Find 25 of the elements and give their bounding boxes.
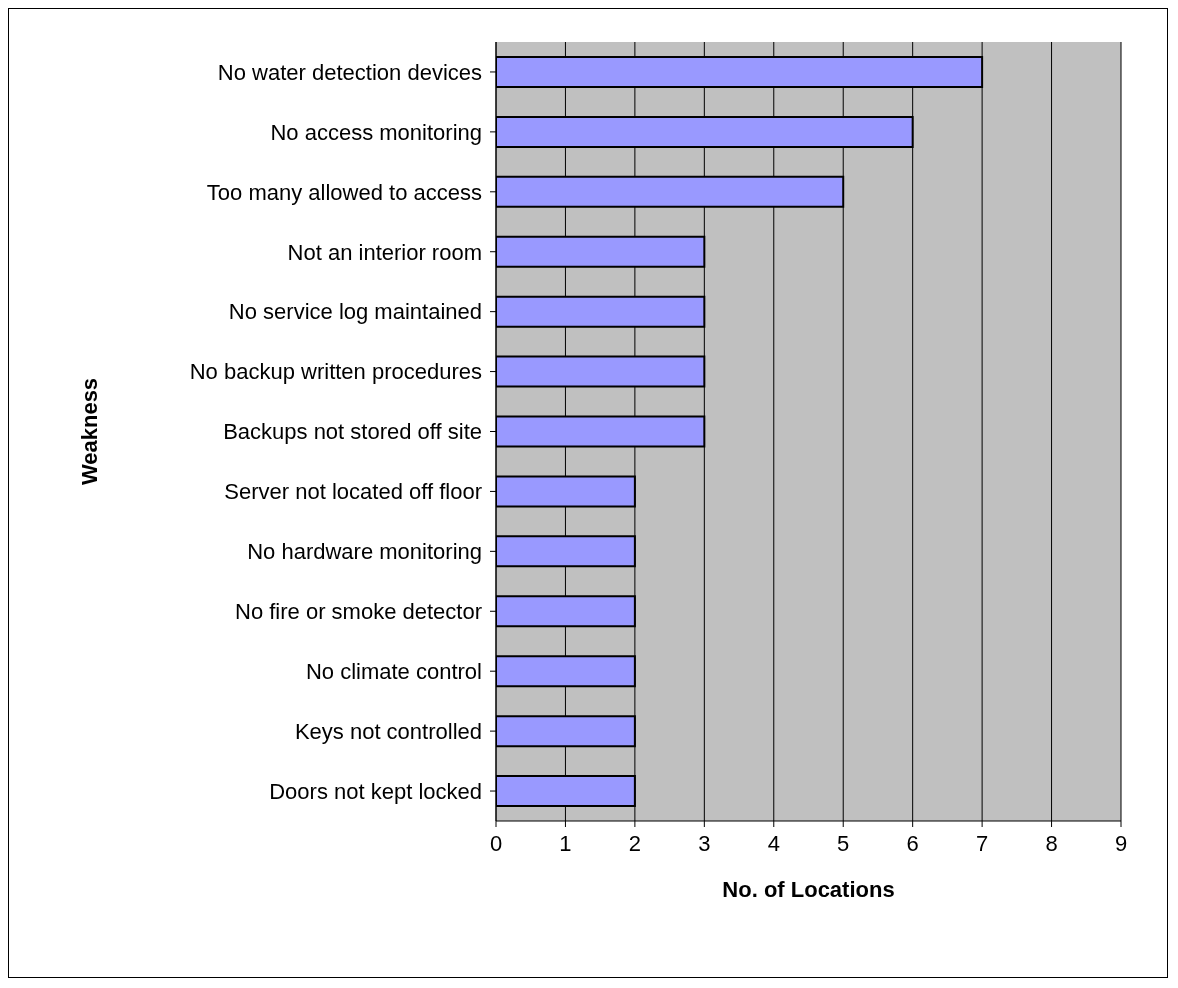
y-tick-label: No access monitoring xyxy=(270,119,482,145)
y-tick-label: Keys not controlled xyxy=(294,718,482,744)
y-tick-label: Not an interior room xyxy=(287,239,482,265)
x-tick-label: 6 xyxy=(906,830,919,856)
x-tick-label: 5 xyxy=(837,830,850,856)
y-tick-label: No hardware monitoring xyxy=(247,539,482,565)
x-tick-label: 2 xyxy=(628,830,642,856)
x-tick-label: 9 xyxy=(1114,830,1128,856)
y-tick-label: Too many allowed to access xyxy=(206,179,482,205)
x-axis-title: No. of Locations xyxy=(722,877,895,902)
y-axis-title: Weakness xyxy=(76,377,102,486)
y-tick-label: No service log maintained xyxy=(228,299,482,325)
x-tick-label: 3 xyxy=(698,830,711,856)
y-tick-label: Server not located off floor xyxy=(224,479,482,505)
y-tick-label: Doors not kept locked xyxy=(269,778,482,804)
x-tick-label: 1 xyxy=(559,830,572,856)
x-tick-label: 8 xyxy=(1045,830,1058,856)
x-tick-label: 7 xyxy=(975,830,989,856)
y-tick-label: No fire or smoke detector xyxy=(235,599,482,625)
y-tick-label: Backups not stored off site xyxy=(223,419,482,445)
y-tick-label: No climate control xyxy=(305,659,482,684)
x-tick-label: 0 xyxy=(489,830,503,856)
y-tick-label: No water detection devices xyxy=(217,59,482,85)
y-tick-label: No backup written procedures xyxy=(189,359,482,385)
x-tick-label: 4 xyxy=(767,830,780,856)
